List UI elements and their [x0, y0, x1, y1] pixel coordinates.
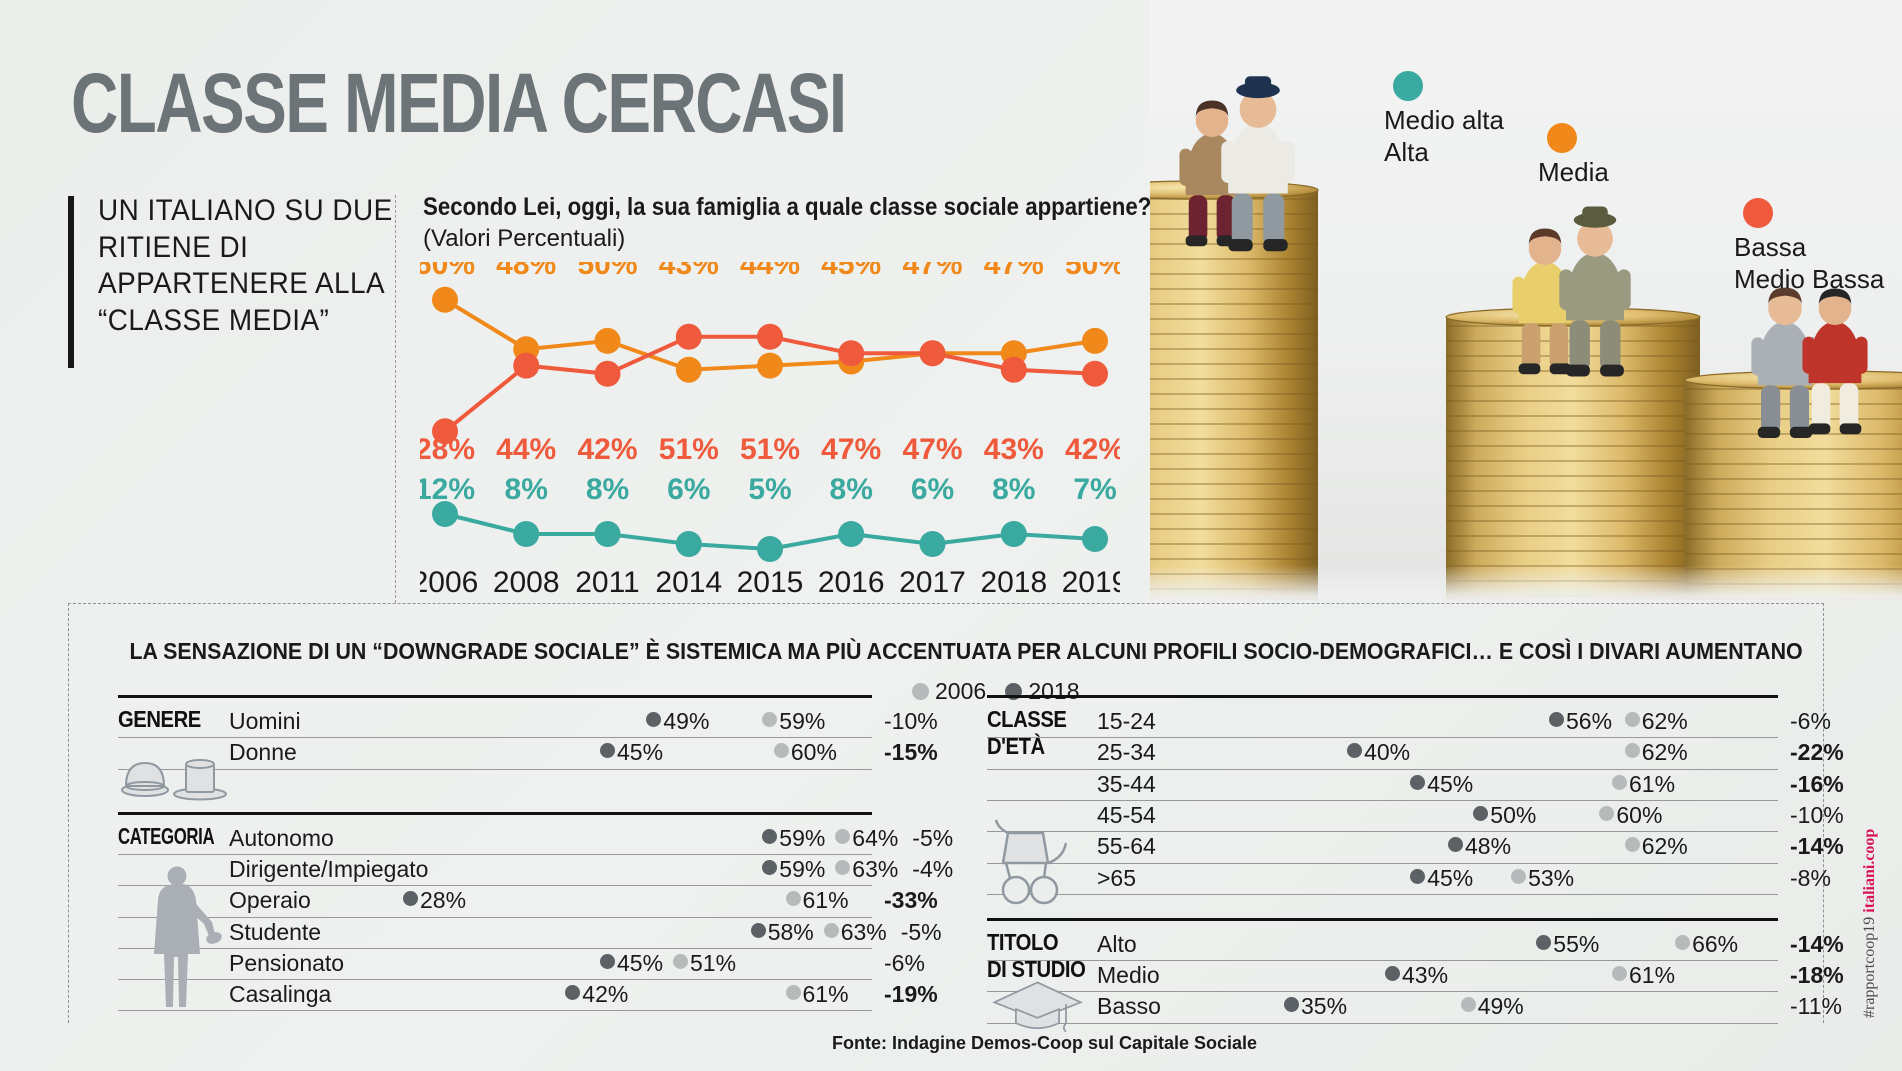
svg-text:47%: 47% — [821, 433, 881, 466]
svg-text:2019: 2019 — [1062, 566, 1120, 599]
svg-text:2011: 2011 — [575, 566, 640, 599]
svg-text:28%: 28% — [420, 433, 475, 466]
svg-text:2006: 2006 — [420, 566, 478, 599]
svg-text:7%: 7% — [1073, 473, 1116, 506]
svg-text:47%: 47% — [984, 262, 1044, 281]
svg-text:2015: 2015 — [737, 566, 804, 599]
svg-text:50%: 50% — [1065, 262, 1120, 281]
svg-text:51%: 51% — [659, 433, 719, 466]
svg-text:42%: 42% — [577, 433, 637, 466]
svg-text:2018: 2018 — [980, 566, 1047, 599]
svg-text:60%: 60% — [420, 262, 475, 281]
svg-text:6%: 6% — [911, 473, 954, 506]
svg-text:42%: 42% — [1065, 433, 1120, 466]
svg-text:45%: 45% — [821, 262, 881, 281]
svg-text:2017: 2017 — [899, 566, 966, 599]
svg-text:5%: 5% — [748, 473, 791, 506]
svg-text:47%: 47% — [902, 262, 962, 281]
svg-text:43%: 43% — [984, 433, 1044, 466]
svg-text:6%: 6% — [667, 473, 710, 506]
svg-text:44%: 44% — [740, 262, 800, 281]
svg-text:50%: 50% — [577, 262, 637, 281]
svg-text:8%: 8% — [830, 473, 873, 506]
svg-text:47%: 47% — [902, 433, 962, 466]
svg-text:44%: 44% — [496, 433, 556, 466]
svg-text:2008: 2008 — [493, 566, 560, 599]
svg-text:2016: 2016 — [818, 566, 885, 599]
svg-text:8%: 8% — [586, 473, 629, 506]
svg-text:43%: 43% — [659, 262, 719, 281]
svg-text:2014: 2014 — [655, 566, 722, 599]
svg-text:8%: 8% — [992, 473, 1035, 506]
svg-text:12%: 12% — [420, 473, 475, 506]
svg-text:48%: 48% — [496, 262, 556, 281]
svg-text:51%: 51% — [740, 433, 800, 466]
svg-text:8%: 8% — [505, 473, 548, 506]
